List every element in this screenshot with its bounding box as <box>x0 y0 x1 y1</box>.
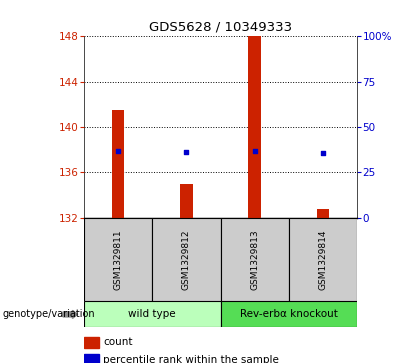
Text: GSM1329811: GSM1329811 <box>114 229 123 290</box>
Text: percentile rank within the sample: percentile rank within the sample <box>103 355 279 363</box>
Text: Rev-erbα knockout: Rev-erbα knockout <box>240 309 338 319</box>
Point <box>115 148 121 154</box>
FancyBboxPatch shape <box>289 218 357 301</box>
Text: GSM1329813: GSM1329813 <box>250 229 259 290</box>
FancyBboxPatch shape <box>84 218 152 301</box>
Point <box>251 148 258 154</box>
Text: count: count <box>103 337 133 347</box>
Bar <box>249 36 261 218</box>
Title: GDS5628 / 10349333: GDS5628 / 10349333 <box>149 21 292 34</box>
Bar <box>180 184 192 218</box>
Text: genotype/variation: genotype/variation <box>2 309 95 319</box>
Bar <box>84 354 99 363</box>
FancyBboxPatch shape <box>220 218 289 301</box>
Bar <box>317 209 329 218</box>
FancyBboxPatch shape <box>84 301 220 327</box>
Point <box>320 150 326 156</box>
Point <box>183 149 190 155</box>
FancyArrow shape <box>63 310 78 318</box>
Bar <box>84 337 99 348</box>
FancyBboxPatch shape <box>152 218 221 301</box>
Bar <box>112 110 124 218</box>
Text: GSM1329814: GSM1329814 <box>318 229 327 290</box>
Text: wild type: wild type <box>129 309 176 319</box>
Text: GSM1329812: GSM1329812 <box>182 229 191 290</box>
FancyBboxPatch shape <box>220 301 357 327</box>
